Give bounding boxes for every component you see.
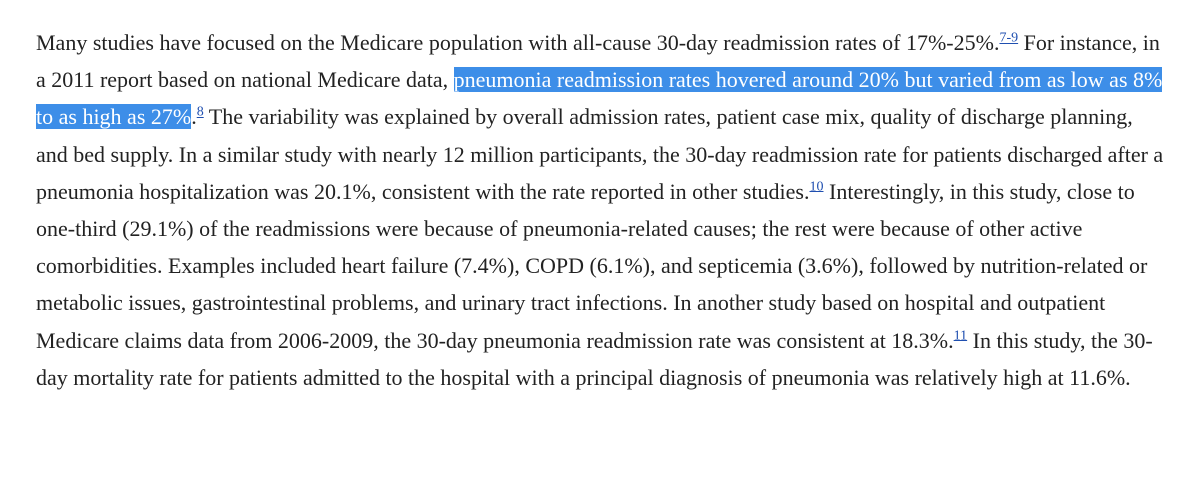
citation-link-8[interactable]: 8 (196, 105, 204, 121)
clipped-previous-line (36, 0, 42, 6)
text-segment: For instance, in a 2011 report based on … (36, 30, 1160, 93)
text-segment: . (191, 104, 197, 130)
text-segment: Many studies have focused on the Medicar… (36, 30, 1000, 55)
article-paragraph: Many studies have focused on the Medicar… (36, 24, 1166, 396)
citation-link-7-9[interactable]: 7-9 (999, 30, 1019, 46)
citation-link-11[interactable]: 11 (953, 328, 968, 344)
text-segment: In this study, the 30-day mortality rate… (36, 327, 1153, 390)
text-segment: The variability was explained by overall… (36, 104, 1164, 204)
text-segment: Interestingly, in this study, close to o… (36, 178, 1148, 353)
citation-link-10[interactable]: 10 (809, 179, 824, 195)
